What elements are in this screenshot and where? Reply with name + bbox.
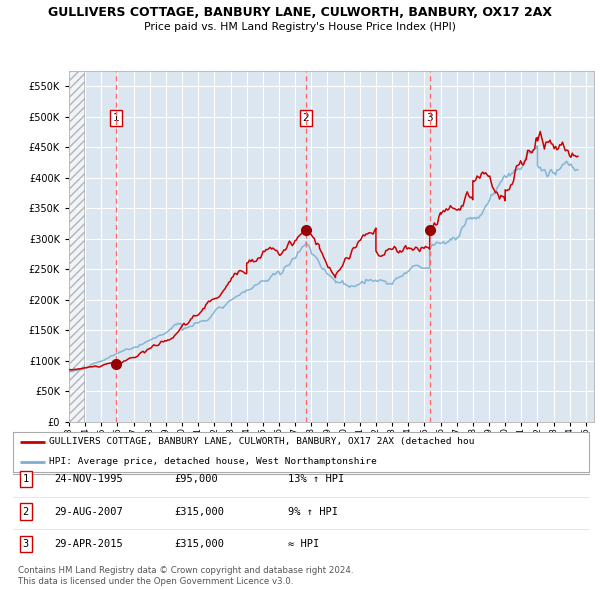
Text: 1: 1: [113, 113, 119, 123]
Text: 24-NOV-1995: 24-NOV-1995: [54, 474, 123, 484]
Text: 2: 2: [23, 507, 29, 516]
Text: GULLIVERS COTTAGE, BANBURY LANE, CULWORTH, BANBURY, OX17 2AX (detached hou: GULLIVERS COTTAGE, BANBURY LANE, CULWORT…: [49, 437, 475, 446]
Text: 9% ↑ HPI: 9% ↑ HPI: [288, 507, 338, 516]
Text: GULLIVERS COTTAGE, BANBURY LANE, CULWORTH, BANBURY, OX17 2AX: GULLIVERS COTTAGE, BANBURY LANE, CULWORT…: [48, 6, 552, 19]
Text: Price paid vs. HM Land Registry's House Price Index (HPI): Price paid vs. HM Land Registry's House …: [144, 22, 456, 32]
Text: 29-AUG-2007: 29-AUG-2007: [54, 507, 123, 516]
Text: 13% ↑ HPI: 13% ↑ HPI: [288, 474, 344, 484]
Text: HPI: Average price, detached house, West Northamptonshire: HPI: Average price, detached house, West…: [49, 457, 377, 466]
Text: 29-APR-2015: 29-APR-2015: [54, 539, 123, 549]
Text: £315,000: £315,000: [174, 507, 224, 516]
Text: Contains HM Land Registry data © Crown copyright and database right 2024.
This d: Contains HM Land Registry data © Crown c…: [18, 566, 353, 586]
Text: £95,000: £95,000: [174, 474, 218, 484]
Text: 3: 3: [23, 539, 29, 549]
Text: 3: 3: [427, 113, 433, 123]
Bar: [69, 71, 83, 422]
Text: 2: 2: [302, 113, 309, 123]
Text: £315,000: £315,000: [174, 539, 224, 549]
Text: 1: 1: [23, 474, 29, 484]
Text: ≈ HPI: ≈ HPI: [288, 539, 319, 549]
